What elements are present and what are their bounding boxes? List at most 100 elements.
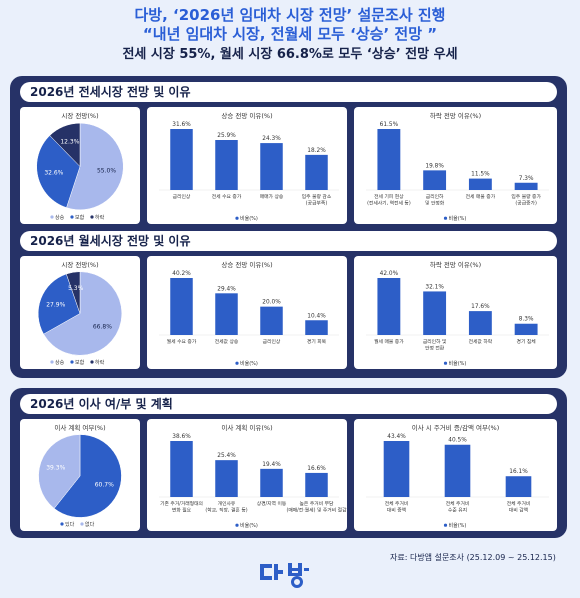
bar — [505, 476, 532, 497]
bar-value-label: 24.3% — [262, 136, 281, 142]
category-tick-label: 대비 감액 — [509, 507, 528, 514]
bar-value-label: 16.1% — [509, 469, 528, 475]
legend-swatch — [443, 216, 448, 220]
bar — [377, 129, 401, 190]
category-tick-label: 금리인하 — [426, 193, 444, 200]
legend-swatch — [50, 360, 54, 364]
category-tick-label: 금리인상 — [263, 338, 281, 345]
category-tick-label: (공급부족) — [306, 201, 328, 207]
bar-value-label: 25.9% — [217, 133, 236, 139]
legend-label: 하락 — [95, 214, 105, 221]
bar-value-label: 7.3% — [519, 176, 534, 182]
bar — [468, 178, 492, 190]
category-tick-label: 전체 주거비 — [507, 500, 531, 507]
bar-value-label: 42.0% — [380, 271, 399, 277]
legend-swatch — [443, 361, 448, 365]
bar-value-label: 29.4% — [217, 286, 236, 292]
card-title: 하락 전망 이유(%) — [429, 261, 482, 269]
category-tick-label: 대비 증액 — [387, 507, 406, 514]
pie-slice — [53, 434, 122, 518]
legend-swatch — [80, 522, 84, 526]
headline-3: 전세 시장 55%, 월세 시장 66.8%로 모두 ‘상승’ 전망 우세 — [122, 47, 458, 62]
legend-swatch — [70, 360, 74, 364]
pie-slice — [66, 122, 124, 210]
bar — [215, 140, 238, 190]
category-tick-label: 기존 주거/거래형태의 — [160, 500, 203, 507]
bar — [377, 278, 401, 335]
jeonse-fall-reason-card: 하락 전망 이유(%) 61.5% 전세 기피 현상 (전세사기, 역전세 등) 19… — [354, 107, 557, 224]
category-tick-label: 전세값 하락 — [469, 338, 493, 345]
slice-label: 60.7% — [95, 481, 114, 488]
category-tick-label: 월세 매물 증가 — [374, 338, 404, 345]
category-tick-label: 경기 침체 — [517, 338, 536, 345]
wolse-rise-reason-card: 상승 전망 이유(%) 40.2% 월세 수요 증가 29.4% 전세값 상승 20.0… — [147, 256, 347, 369]
moving-reason-card: 이사 계획 이유(%) 38.6% 기존 주거/거래형태의 변화 필요 25.4% 개인… — [147, 419, 347, 531]
wolse-fall-reason-bars: 42.0% 월세 매물 증가 32.1% 금리인하 및안정 전환 17.6% 전세값 하락… — [366, 271, 549, 367]
card-title: 하락 전망 이유(%) — [429, 112, 482, 120]
bar — [260, 468, 283, 497]
legend-label: 비율(%) — [449, 522, 467, 529]
legend-label: 비율(%) — [449, 360, 467, 367]
card-title: 시장 전망(%) — [61, 261, 99, 269]
dabang-logo: 다방 — [260, 563, 309, 588]
bar-value-label: 19.4% — [262, 462, 281, 468]
category-tick-label: 개인사유 — [218, 500, 236, 507]
source-note: 자료: 다방앱 설문조사 (25.12.09 ~ 25.12.15) — [390, 553, 556, 562]
bar — [260, 143, 283, 190]
bar-value-label: 38.6% — [172, 434, 191, 440]
category-tick-label: 입주 물량 감소 — [302, 193, 332, 200]
category-tick-label: (공급증가) — [515, 200, 537, 207]
category-tick-label: 입주 물량 증가 — [511, 193, 541, 200]
category-tick-label: 월세 수요 증가 — [167, 338, 197, 345]
section-title-jeonse: 2026년 전세시장 전망 및 이유 — [20, 82, 557, 102]
bar-value-label: 32.1% — [425, 284, 444, 290]
legend-label: 비율(%) — [240, 522, 258, 529]
slice-label: 66.8% — [93, 324, 112, 331]
slice-label: 39.3% — [46, 465, 65, 472]
bar-value-label: 25.4% — [217, 453, 236, 459]
category-tick-label: 안정 전환 — [425, 345, 445, 352]
category-tick-label: (학교, 직장, 결혼 등) — [205, 507, 247, 514]
pie-slice — [37, 273, 81, 335]
bar-value-label: 61.5% — [380, 122, 399, 128]
bar — [423, 170, 447, 190]
header: 다방, ‘2026년 임대차 시장 전망’ 설문조사 진행 “내년 임대차 시장… — [0, 6, 580, 64]
moving-plan-card: 이사 계획 여부(%) 60.7% 39.3% 있다 없다 — [20, 419, 140, 531]
bar-value-label: 40.5% — [448, 438, 467, 444]
slice-label: 27.9% — [46, 301, 65, 308]
bar-value-label: 43.4% — [387, 434, 406, 440]
legend-label: 있다 — [65, 521, 75, 528]
bar — [170, 278, 193, 335]
legend-swatch — [90, 360, 94, 364]
section-title-moving: 2026년 이사 여/부 및 계획 — [20, 394, 557, 414]
wolse-outlook-pie: 66.8% 27.9% 5.3% 상승 보합 하락 — [37, 271, 123, 366]
category-tick-label: 높은 주거비 부담 — [300, 500, 335, 507]
legend-label: 보합 — [75, 214, 85, 221]
slice-label: 32.6% — [44, 170, 63, 177]
jeonse-outlook-pie: 55.0% 32.6% 12.3% 상승 보합 하락 — [36, 122, 124, 221]
bar-value-label: 40.2% — [172, 271, 191, 277]
jeonse-panel: 2026년 전세시장 전망 및 이유 시장 전망(%) 55.0% 32.6% 12… — [10, 76, 567, 378]
category-tick-label: 전세 매물 증가 — [466, 193, 496, 200]
bar-value-label: 11.5% — [471, 172, 490, 178]
legend-label: 비율(%) — [240, 215, 258, 222]
card-title: 상승 전망 이유(%) — [221, 261, 273, 269]
legend-label: 비율(%) — [449, 215, 467, 222]
legend-swatch — [235, 523, 239, 527]
legend-swatch — [50, 215, 54, 219]
bar — [215, 460, 238, 497]
moving-panel: 2026년 이사 여/부 및 계획 이사 계획 여부(%) 60.7% 39.3%… — [10, 388, 567, 538]
bar-value-label: 19.8% — [425, 163, 444, 169]
legend-swatch — [90, 215, 94, 219]
category-tick-label: 경기 회복 — [307, 338, 327, 345]
bar-value-label: 8.3% — [519, 317, 534, 323]
bar — [305, 154, 328, 190]
slice-label: 55.0% — [97, 168, 116, 175]
category-tick-label: 전체 주거비 — [446, 500, 470, 507]
jeonse-rise-reason-bars: 31.6% 금리인상 25.9% 전세 수요 증가 24.3% 매매가 상승 18.2% 입주… — [159, 122, 339, 222]
card-title: 이사 계획 여부(%) — [54, 424, 106, 432]
card-title: 상승 전망 이유(%) — [221, 112, 273, 120]
